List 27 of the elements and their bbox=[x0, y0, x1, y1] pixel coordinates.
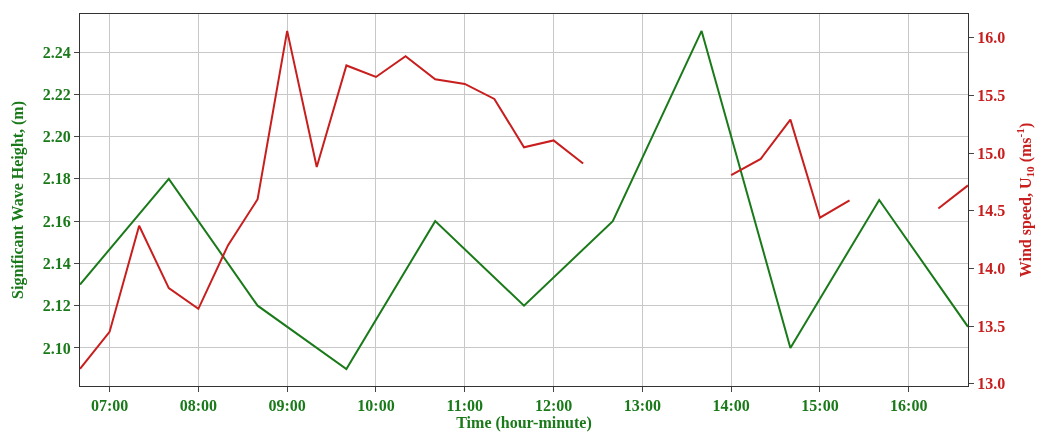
x-axis-title: Time (hour-minute) bbox=[456, 414, 592, 433]
y-tick-label: 2.14 bbox=[42, 255, 71, 273]
x-tick-label: 09:00 bbox=[268, 397, 306, 415]
y2-tick-label: 14.0 bbox=[977, 260, 1006, 278]
x-tick-label: 11:00 bbox=[446, 397, 483, 415]
x-tick-label: 15:00 bbox=[801, 397, 839, 415]
y2-tick-label: 14.5 bbox=[977, 202, 1006, 220]
y-tick-label: 2.12 bbox=[42, 297, 71, 315]
x-tick-label: 10:00 bbox=[357, 397, 395, 415]
y-axis-title: Significant Wave Height, (m) bbox=[8, 101, 27, 299]
y-tick-label: 2.20 bbox=[42, 128, 71, 146]
y-tick-label: 2.10 bbox=[42, 339, 71, 357]
y-tick-label: 2.22 bbox=[42, 85, 71, 103]
y2-tick-label: 13.5 bbox=[977, 317, 1006, 335]
x-tick-label: 16:00 bbox=[890, 397, 928, 415]
y2-tick-label: 15.0 bbox=[977, 144, 1006, 162]
y-tick-label: 2.16 bbox=[42, 212, 71, 230]
x-tick-label: 14:00 bbox=[712, 397, 750, 415]
x-tick-label: 08:00 bbox=[179, 397, 218, 415]
y-tick-label: 2.18 bbox=[42, 170, 71, 188]
x-tick-label: 12:00 bbox=[534, 397, 573, 415]
y-tick-label: 2.24 bbox=[42, 43, 71, 61]
y2-tick-label: 15.5 bbox=[977, 87, 1006, 105]
x-tick-label: 07:00 bbox=[90, 397, 129, 415]
y2-tick-label: 16.0 bbox=[977, 29, 1006, 47]
y2-tick-label: 13.0 bbox=[977, 375, 1006, 393]
x-tick-label: 13:00 bbox=[623, 397, 662, 415]
